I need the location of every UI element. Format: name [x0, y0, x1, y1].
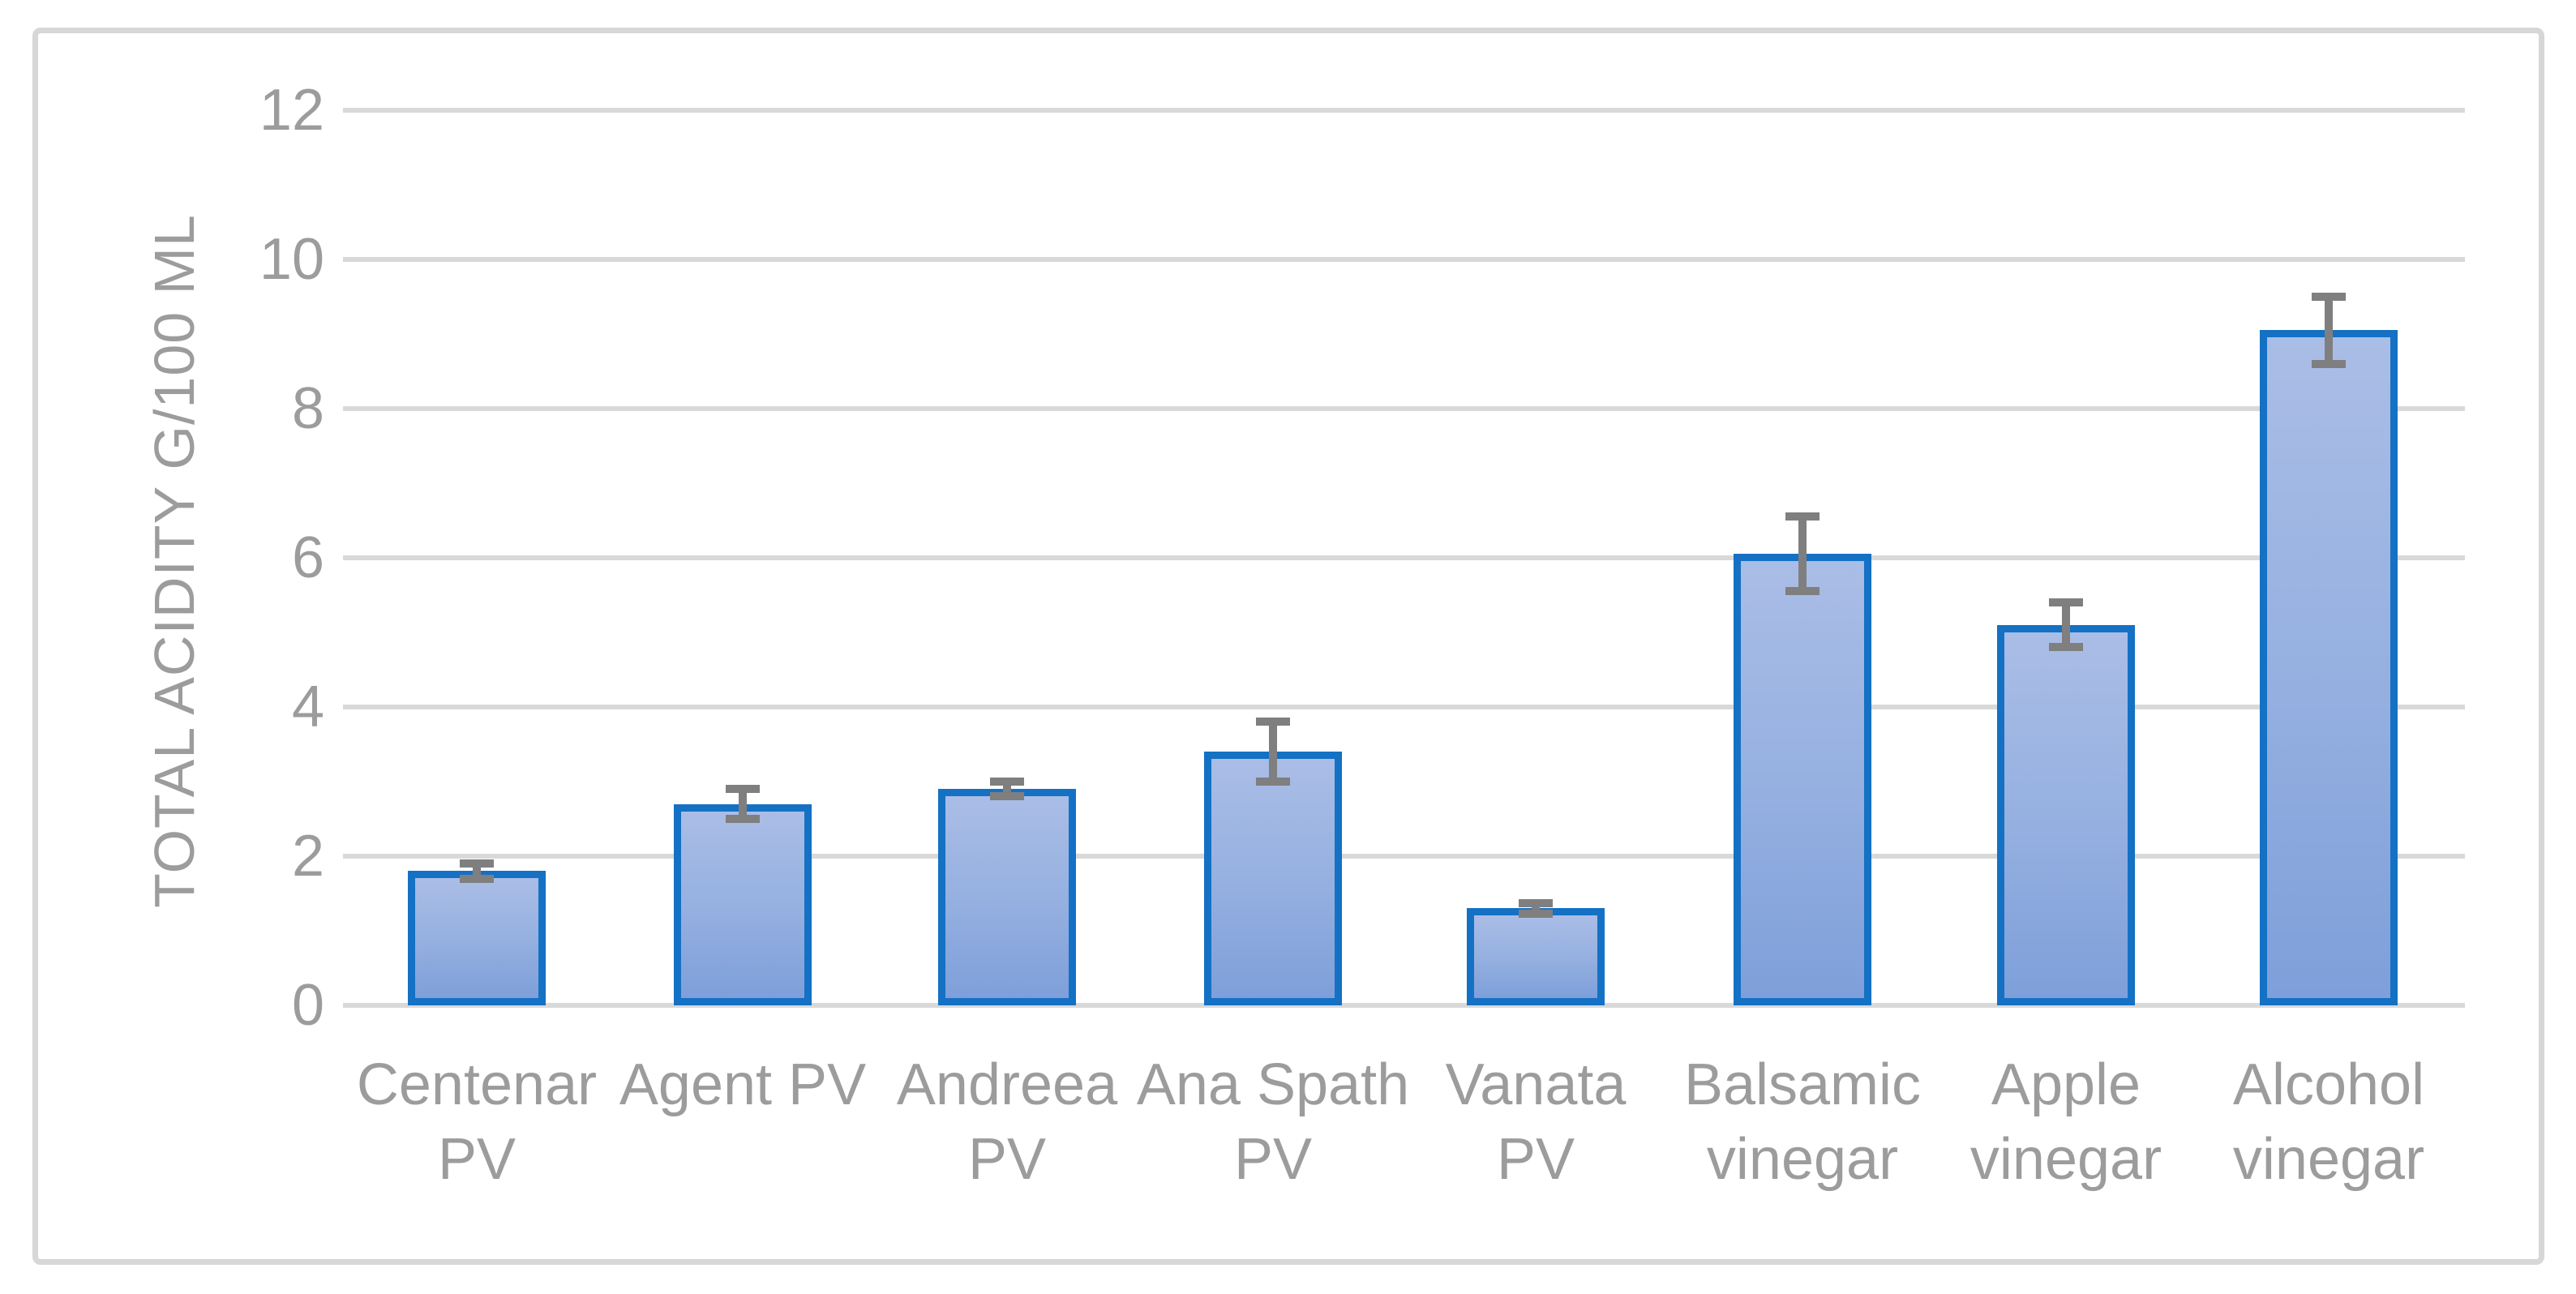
bar-vanata-pv	[1467, 908, 1605, 1005]
error-bar	[473, 863, 481, 879]
gridline-y-4	[343, 705, 2465, 709]
error-bar-cap	[460, 874, 494, 883]
gridline-y-12	[343, 108, 2465, 113]
error-bar-cap	[2312, 293, 2346, 301]
error-bar	[739, 789, 747, 819]
bar-alcohol-vinegar	[2260, 330, 2398, 1005]
error-bar-cap	[726, 785, 760, 794]
y-axis-tick-label: 4	[291, 675, 324, 739]
y-axis-tick-label: 6	[291, 525, 324, 590]
bar-ana-spath-pv	[1204, 752, 1342, 1005]
error-bar-cap	[1519, 898, 1553, 907]
y-axis-title: TOTAL ACIDITY G/100 ML	[143, 214, 206, 908]
gridline-y-2	[343, 854, 2465, 859]
x-axis-category-label: Balsamic vinegar	[1683, 1052, 1922, 1192]
y-axis-tick-label: 12	[259, 78, 324, 143]
y-axis-tick-label: 0	[291, 973, 324, 1038]
bar-agent-pv	[674, 803, 812, 1005]
error-bar	[1269, 722, 1277, 782]
bar-apple-vinegar	[1997, 624, 2135, 1005]
x-axis-category-label: Ana Spath PV	[1136, 1052, 1410, 1192]
bar-andreea-pv	[938, 789, 1076, 1005]
x-axis-category-label: Vanata PV	[1445, 1052, 1627, 1192]
error-bar-cap	[2049, 598, 2083, 607]
error-bar-cap	[1519, 909, 1553, 918]
gridline-y-6	[343, 555, 2465, 560]
error-bar	[2325, 297, 2333, 364]
error-bar-cap	[2312, 359, 2346, 368]
x-axis-category-label: Apple vinegar	[1970, 1052, 2162, 1192]
error-bar-cap	[990, 778, 1024, 786]
error-bar-cap	[1256, 718, 1290, 726]
y-axis-tick-label: 10	[259, 227, 324, 292]
error-bar	[1003, 782, 1011, 797]
x-axis-category-label: Andreea PV	[896, 1052, 1118, 1192]
error-bar-cap	[990, 792, 1024, 801]
error-bar-cap	[726, 815, 760, 823]
error-bar	[1532, 902, 1540, 914]
x-axis-category-label: Agent PV	[619, 1052, 867, 1117]
gridline-y-10	[343, 257, 2465, 262]
x-axis-category-label: Alcohol vinegar	[2232, 1052, 2425, 1192]
error-bar-cap	[1256, 778, 1290, 786]
gridline-y-8	[343, 406, 2465, 411]
error-bar	[1798, 516, 1807, 592]
bar-balsamic-vinegar	[1734, 554, 1871, 1005]
error-bar-cap	[460, 859, 494, 868]
error-bar-cap	[2049, 643, 2083, 652]
bar-centenar-pv	[408, 871, 546, 1005]
error-bar-cap	[1785, 587, 1819, 596]
error-bar	[2062, 602, 2070, 648]
x-axis-category-label: Centenar PV	[356, 1052, 598, 1192]
y-axis-tick-label: 8	[291, 376, 324, 441]
y-axis-tick-label: 2	[291, 824, 324, 889]
error-bar-cap	[1785, 512, 1819, 521]
gridline-y-0	[343, 1003, 2465, 1008]
